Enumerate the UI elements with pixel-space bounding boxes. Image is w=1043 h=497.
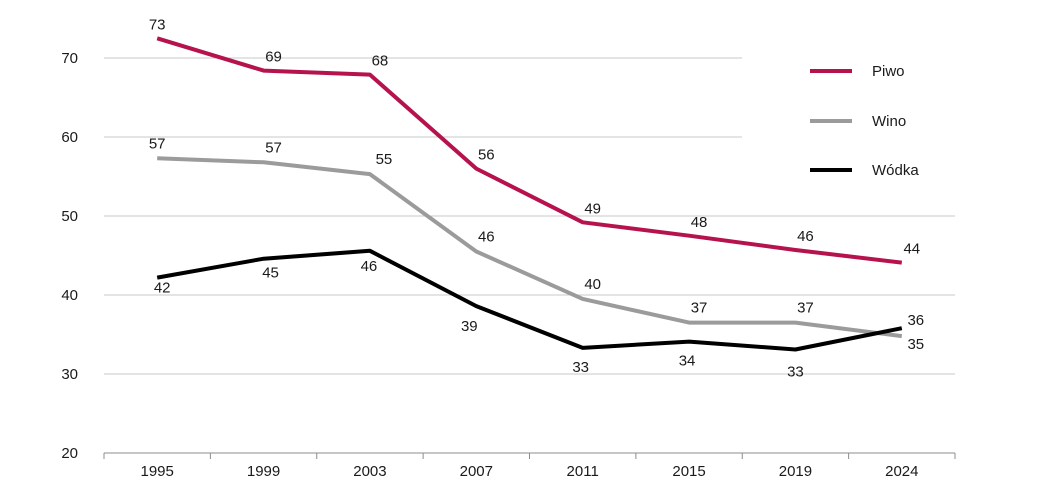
data-label: 56: [478, 147, 495, 164]
x-tick-label: 1995: [141, 463, 174, 480]
data-label: 46: [361, 258, 378, 275]
data-label: 45: [262, 265, 279, 282]
y-tick-label: 50: [61, 208, 78, 225]
legend-label: Wódka: [872, 162, 919, 179]
y-tick-label: 20: [61, 445, 78, 462]
data-labels: 73 69 68 56 49 48 46 44 57 57 55 46 40 37 37 35 42 45 46 39…: [149, 16, 924, 380]
data-label: 35: [907, 336, 924, 353]
x-tick-label: 2011: [567, 463, 599, 480]
y-tick-label: 40: [61, 287, 78, 304]
data-label: 57: [265, 139, 282, 156]
legend-label: Piwo: [872, 63, 905, 80]
y-tick-label: 30: [61, 366, 78, 383]
legend-label: Wino: [872, 113, 906, 130]
data-label: 44: [903, 241, 920, 258]
y-axis: 70 60 50 40 30 20: [61, 50, 78, 462]
y-tick-label: 60: [61, 129, 78, 146]
gridlines: [104, 57, 955, 375]
x-tick-label: 2003: [353, 463, 386, 480]
data-label: 36: [907, 312, 924, 329]
x-tick-label: 2007: [460, 463, 493, 480]
data-label: 34: [679, 353, 696, 370]
y-tick-label: 70: [61, 50, 78, 67]
data-label: 46: [478, 229, 495, 246]
data-label: 33: [572, 359, 589, 376]
series-line-wino: [157, 156, 903, 339]
x-tick-label: 2019: [779, 463, 812, 480]
data-label: 49: [584, 200, 601, 217]
legend: Piwo Wino Wódka: [810, 63, 919, 179]
data-label: 57: [149, 135, 166, 152]
data-label: 69: [265, 49, 282, 66]
x-tick-label: 2024: [885, 463, 918, 480]
data-label: 37: [691, 300, 708, 317]
data-label: 33: [787, 364, 804, 381]
data-label: 37: [797, 300, 814, 317]
series-line-wódka: [156, 248, 903, 352]
x-tick-label: 2015: [672, 463, 705, 480]
data-label: 42: [154, 280, 171, 297]
data-label: 40: [584, 276, 601, 293]
x-tick-label: 1999: [247, 463, 280, 480]
data-label: 68: [372, 53, 389, 70]
series-lines: [156, 36, 903, 352]
data-label: 73: [149, 16, 166, 33]
data-label: 48: [691, 214, 708, 231]
series-line-piwo: [156, 36, 903, 265]
data-label: 39: [461, 318, 478, 335]
x-axis: 1995 1999 2003 2007 2011 2015 2019 2024: [103, 452, 956, 480]
data-label: 55: [376, 151, 393, 168]
data-label: 46: [797, 228, 814, 245]
